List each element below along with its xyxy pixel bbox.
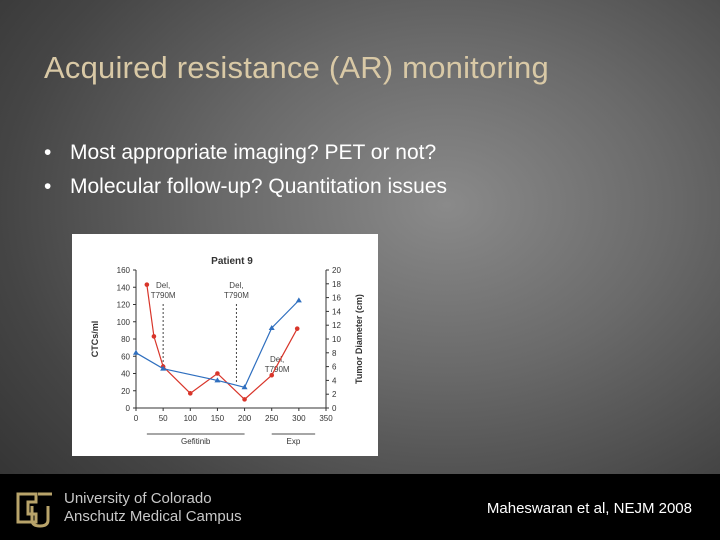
ctc-series-line <box>146 284 298 401</box>
annotation-label-line2: T790M <box>265 365 290 374</box>
tumor-data-point <box>295 297 302 303</box>
annotation-label-line1: Del, <box>229 281 243 290</box>
left-tick-label: 160 <box>117 266 131 275</box>
left-tick-label: 40 <box>121 370 130 379</box>
bullet-text: Molecular follow-up? Quantitation issues <box>70 175 448 198</box>
left-tick-label: 60 <box>121 352 130 361</box>
cu-logo-icon <box>16 492 52 528</box>
right-axis-label: Tumor Diameter (cm) <box>354 294 364 384</box>
tumor-series-line <box>135 299 300 389</box>
x-tick-label: 200 <box>238 414 252 423</box>
bullet-item: • Molecular follow-up? Quantitation issue… <box>44 175 448 198</box>
university-name: University of Colorado Anschutz Medical … <box>64 490 242 525</box>
right-tick-label: 10 <box>332 335 341 344</box>
right-tick-label: 18 <box>332 280 341 289</box>
annotation-label-line1: Del, <box>270 355 284 364</box>
right-tick-label: 8 <box>332 349 337 358</box>
footer-bar: University of Colorado Anschutz Medical … <box>0 474 720 540</box>
right-tick-label: 16 <box>332 294 341 303</box>
gefitinib-period-label: Gefitinib <box>181 437 211 446</box>
left-axis-label: CTCs/ml <box>90 321 100 358</box>
ctc-data-point <box>144 282 150 287</box>
left-tick-label: 0 <box>126 404 131 413</box>
slide-title: Acquired resistance (AR) monitoring <box>44 50 549 85</box>
x-tick-label: 0 <box>134 414 139 423</box>
chart-title: Patient 9 <box>211 256 253 267</box>
tumor-data-point <box>241 384 248 390</box>
chart-svg: Patient 90204060801001201401600246810121… <box>90 256 364 446</box>
x-tick-label: 300 <box>292 414 306 423</box>
left-tick-label: 100 <box>117 318 131 327</box>
annotation-label-line2: T790M <box>151 291 176 300</box>
x-tick-label: 100 <box>184 414 198 423</box>
right-tick-label: 6 <box>332 363 337 372</box>
left-tick-label: 80 <box>121 335 130 344</box>
right-tick-label: 0 <box>332 404 337 413</box>
left-tick-label: 20 <box>121 387 130 396</box>
x-tick-label: 50 <box>159 414 168 423</box>
right-tick-label: 2 <box>332 390 337 399</box>
x-tick-label: 250 <box>265 414 279 423</box>
ctc-data-point <box>151 334 157 339</box>
bullet-text: Most appropriate imaging? PET or not? <box>70 141 437 164</box>
annotation-label-line1: Del, <box>156 281 170 290</box>
chart-figure: Patient 9 0 20 40 60 80 100 120 140 160 0 2 4 6 8 10 12 1… <box>72 234 378 456</box>
left-tick-label: 140 <box>117 283 131 292</box>
left-tick-label: 120 <box>117 301 131 310</box>
tumor-data-point <box>133 349 139 355</box>
bullet-list: • Most appropriate imaging? PET or not? •… <box>44 136 447 204</box>
ctc-data-point <box>242 397 247 402</box>
tumor-data-point <box>214 377 221 383</box>
x-tick-label: 150 <box>211 414 225 423</box>
ctc-data-point <box>187 391 193 396</box>
x-tick-label: 350 <box>319 414 333 423</box>
right-tick-label: 12 <box>332 321 341 330</box>
right-tick-label: 20 <box>332 266 341 275</box>
ctc-data-point <box>269 372 275 378</box>
citation: Maheswaran et al, NEJM 2008 <box>486 500 692 517</box>
ctc-data-point <box>294 326 300 331</box>
right-tick-label: 14 <box>332 307 341 316</box>
tumor-data-point <box>268 324 275 330</box>
bullet-item: • Most appropriate imaging? PET or not? <box>44 141 437 164</box>
exp-period-label: Exp <box>287 437 301 446</box>
ctc-data-point <box>215 371 220 376</box>
right-tick-label: 4 <box>332 376 337 385</box>
tumor-data-point <box>160 365 167 371</box>
annotation-label-line2: T790M <box>224 291 249 300</box>
